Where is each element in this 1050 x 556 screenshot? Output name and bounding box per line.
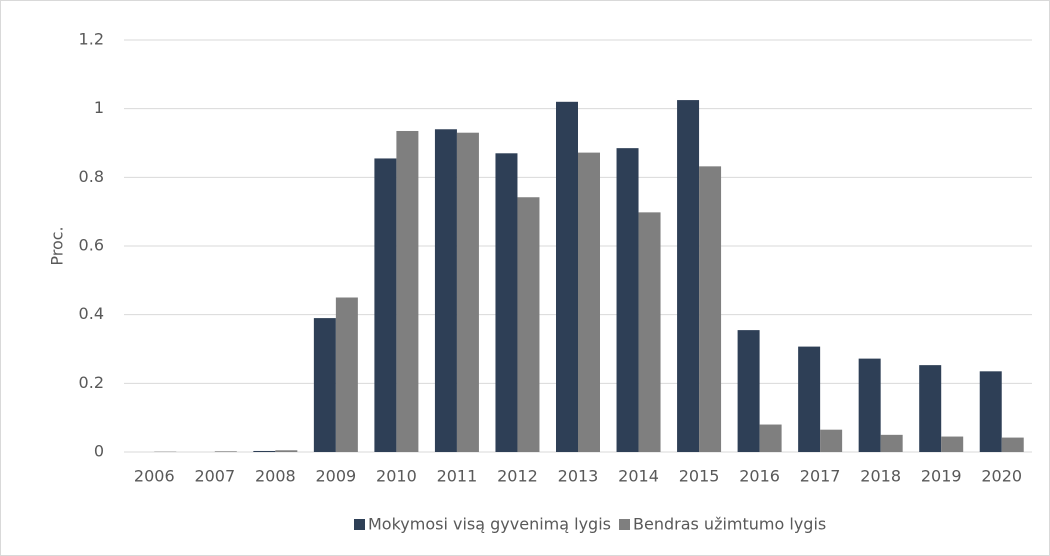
x-tick-label: 2014	[618, 467, 659, 486]
bar	[638, 212, 661, 452]
bar	[275, 450, 298, 452]
bar	[880, 434, 903, 452]
x-tick-label: 2010	[376, 467, 417, 486]
bar	[214, 451, 237, 452]
y-tick-label: 1.2	[79, 30, 104, 49]
bar	[374, 158, 397, 452]
bar	[699, 166, 722, 452]
bar	[979, 371, 1002, 452]
bar	[456, 132, 479, 452]
y-tick-label: 0.6	[79, 236, 104, 255]
x-tick-label: 2017	[800, 467, 841, 486]
bar	[941, 436, 964, 452]
y-tick-label: 0.2	[79, 373, 104, 392]
bar	[820, 429, 843, 452]
x-tick-label: 2020	[981, 467, 1022, 486]
legend-swatch	[619, 519, 630, 530]
x-tick-label: 2016	[739, 467, 780, 486]
bar	[677, 100, 700, 452]
y-axis-label: Proc.	[48, 226, 67, 265]
x-tick-label: 2011	[437, 467, 478, 486]
y-tick-label: 0	[94, 442, 104, 461]
bar	[556, 101, 578, 453]
bar	[798, 346, 821, 452]
bar	[1001, 437, 1024, 452]
bar	[616, 148, 639, 452]
bar	[396, 130, 419, 452]
legend-swatch	[354, 519, 365, 530]
bar	[919, 365, 942, 452]
bar	[517, 197, 540, 452]
legend-label: Bendras užimtumo lygis	[633, 515, 826, 534]
bar	[434, 129, 457, 452]
bar	[858, 358, 881, 452]
x-tick-label: 2018	[860, 467, 901, 486]
y-tick-label: 0.4	[79, 304, 104, 323]
bar	[495, 153, 518, 453]
x-tick-label: 2008	[255, 467, 296, 486]
x-tick-label: 2007	[194, 467, 235, 486]
legend-label: Mokymosi visą gyvenimą lygis	[368, 515, 611, 534]
bar	[578, 152, 600, 452]
x-tick-label: 2019	[921, 467, 962, 486]
y-tick-label: 0.8	[79, 167, 104, 186]
bar	[737, 330, 760, 452]
bar	[759, 424, 782, 452]
x-tick-label: 2009	[316, 467, 357, 486]
bar	[313, 318, 336, 452]
y-tick-label: 1	[94, 98, 104, 117]
x-tick-label: 2015	[679, 467, 720, 486]
bar	[335, 297, 358, 452]
x-tick-label: 2012	[497, 467, 538, 486]
bar	[253, 450, 276, 452]
x-tick-label: 2013	[558, 467, 599, 486]
x-tick-label: 2006	[134, 467, 175, 486]
